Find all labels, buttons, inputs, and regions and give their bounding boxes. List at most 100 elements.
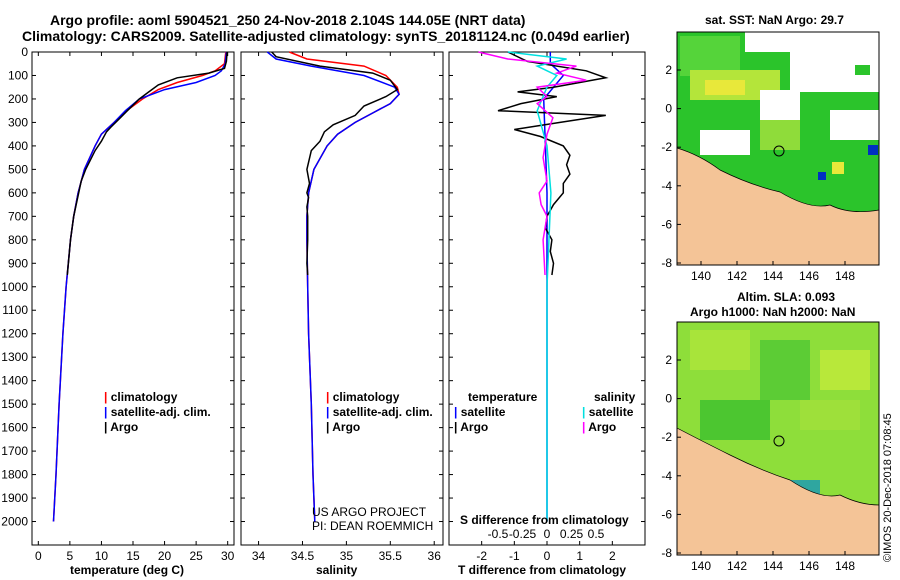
series-line-satellite-adj-clim- (266, 51, 401, 522)
depth-tick-label: 200 (8, 92, 28, 106)
figure-title-line2: Climatology: CARS2009. Satellite-adjuste… (22, 28, 630, 44)
depth-tick-label: 0 (21, 45, 28, 59)
legend-item-t-satellite: | satellite (454, 405, 506, 419)
map-x-tick-label: 146 (799, 559, 819, 573)
map-y-tick-label: 2 (665, 353, 672, 367)
map-y-tick-label: -2 (661, 140, 672, 154)
depth-tick-label: 600 (8, 186, 28, 200)
legend-item-t-argo: | Argo (454, 420, 489, 434)
map-y-tick-label: 0 (665, 102, 672, 116)
depth-tick-label: 1000 (1, 280, 28, 294)
argo-position-marker (773, 435, 785, 447)
x-tick-label: 0 (544, 549, 551, 563)
depth-tick-label: 1500 (1, 397, 28, 411)
depth-tick-label: 300 (8, 115, 28, 129)
sla-map-title-line2: Argo h1000: NaN h2000: NaN (690, 305, 856, 319)
x-tick-label: 30 (221, 549, 235, 563)
legend-item-s-argo: | Argo (582, 420, 617, 434)
legend-item-climatology: | climatology (326, 390, 400, 404)
map-x-tick-label: 142 (727, 559, 747, 573)
x-tick-label: -1 (509, 549, 520, 563)
map-y-tick-label: -8 (661, 546, 672, 560)
difference-axis-label: T difference from climatology (458, 563, 627, 577)
legend-item-argo: | Argo (104, 420, 139, 434)
s-diff-tick-label: -0.5 (488, 527, 509, 541)
map-y-tick-label: -4 (661, 179, 672, 193)
legend-item-satellite: | satellite-adj. clim. (104, 405, 211, 419)
difference-axis-ticks: -2 -1 0 1 2 -0.5 -0.25 0 0.25 0.5 (449, 51, 645, 563)
legend-item-s-satellite: | satellite (582, 405, 634, 419)
x-tick-label: 25 (189, 549, 203, 563)
map-x-tick-label: 142 (727, 269, 747, 283)
depth-tick-label: 1400 (1, 374, 28, 388)
pi-name: PI: DEAN ROEMMICH (312, 519, 434, 533)
depth-tick-label: 1700 (1, 444, 28, 458)
map-y-tick-label: 0 (665, 392, 672, 406)
salinity-axis-ticks: 34 34.5 35 35.5 36 (241, 51, 443, 563)
map-axis-ticks: 140 142 144 146 148 2 0 -2 -4 -6 -8 140 142 144 146 148… (661, 63, 855, 573)
sla-map-title-line1: Altim. SLA: 0.093 (737, 290, 836, 304)
difference-legend-temperature: temperature | satellite | Argo (454, 390, 537, 435)
depth-tick-label: 900 (8, 256, 28, 270)
x-tick-label: 1 (576, 549, 583, 563)
figure-title-line1: Argo profile: aoml 5904521_250 24-Nov-20… (50, 12, 526, 28)
s-diff-tick-label: -0.25 (509, 527, 537, 541)
map-y-tick-label: -8 (661, 256, 672, 270)
temperature-lines (52, 51, 228, 522)
salinity-plot-frame (240, 51, 444, 546)
depth-tick-label: 1200 (1, 327, 28, 341)
legend-item-climatology: | climatology (104, 390, 178, 404)
legend-item-argo: | Argo (326, 420, 361, 434)
depth-tick-label: 1100 (2, 303, 28, 317)
depth-tick-label: 1800 (1, 468, 28, 482)
difference-legend-salinity: salinity | satellite | Argo (582, 390, 635, 435)
x-tick-label: 35 (340, 549, 354, 563)
x-tick-label: 34 (252, 549, 266, 563)
map-x-tick-label: 140 (691, 559, 711, 573)
temperature-axis-ticks: 0 5 10 15 20 25 30 (35, 51, 235, 563)
difference-lines (478, 51, 609, 522)
s-difference-axis-label: S difference from climatology (460, 513, 629, 527)
depth-tick-label: 2000 (1, 515, 28, 529)
x-tick-label: 15 (126, 549, 140, 563)
sla-map (677, 322, 879, 555)
legend-title-salinity: salinity (594, 390, 636, 404)
map-x-tick-label: 148 (835, 269, 855, 283)
x-tick-label: 34.5 (291, 549, 315, 563)
sst-map-frame (676, 31, 880, 266)
s-diff-tick-label: 0.5 (588, 527, 605, 541)
depth-tick-label: 1300 (1, 350, 28, 364)
legend-title-temperature: temperature (468, 390, 538, 404)
map-y-tick-label: -4 (661, 469, 672, 483)
x-tick-label: 10 (95, 549, 109, 563)
series-line-argo (66, 51, 228, 276)
x-tick-label: 5 (67, 549, 74, 563)
map-x-tick-label: 144 (763, 269, 783, 283)
x-tick-label: 20 (158, 549, 172, 563)
map-y-tick-label: -2 (661, 430, 672, 444)
map-y-tick-label: 2 (665, 63, 672, 77)
map-y-tick-label: -6 (661, 217, 672, 231)
map-x-tick-label: 148 (835, 559, 855, 573)
depth-tick-label: 1600 (1, 421, 28, 435)
x-tick-label: 36 (428, 549, 442, 563)
x-tick-label: 2 (609, 549, 616, 563)
map-x-tick-label: 140 (691, 269, 711, 283)
temperature-axis-label: temperature (deg C) (70, 563, 185, 577)
depth-tick-label: 400 (8, 139, 28, 153)
depth-tick-label: 800 (8, 233, 28, 247)
map-x-tick-label: 146 (799, 269, 819, 283)
s-diff-tick-label: 0 (544, 527, 551, 541)
depth-tick-label: 500 (8, 162, 28, 176)
map-y-tick-label: -6 (661, 507, 672, 521)
temperature-legend: | climatology | satellite-adj. clim. | A… (104, 390, 211, 435)
series-line-salinity-argo (478, 51, 587, 276)
salinity-lines (266, 51, 401, 522)
depth-axis-ticks: 0 100 200 300 400 500 600 700 800 900 1000 1100 1200… (1, 45, 36, 529)
map-x-tick-label: 144 (763, 559, 783, 573)
sst-map-title: sat. SST: NaN Argo: 29.7 (705, 13, 844, 27)
salinity-axis-label: salinity (316, 563, 358, 577)
project-name: US ARGO PROJECT (312, 505, 427, 519)
